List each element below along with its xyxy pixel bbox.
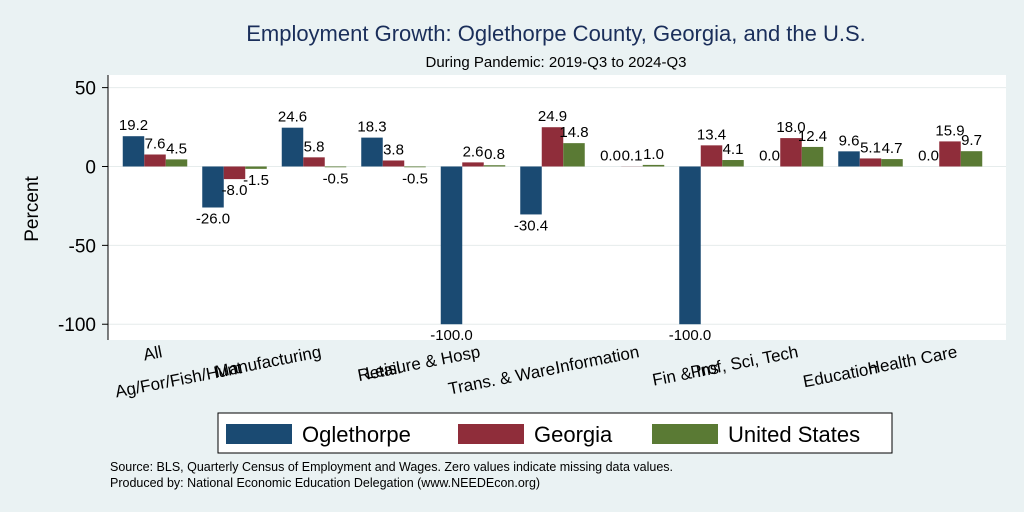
data-label: 0.0 [600,147,621,164]
data-label: 0.1 [622,147,643,164]
data-label: -0.5 [323,170,349,187]
data-label: -26.0 [196,211,230,228]
data-label: 3.8 [383,141,404,158]
data-label: 1.0 [643,146,664,163]
data-label: 9.6 [839,132,860,149]
data-label: -1.5 [243,172,269,189]
bars [122,127,983,325]
bar-united-states [404,166,426,168]
data-label: -100.0 [430,327,473,344]
chart-title: Employment Growth: Oglethorpe County, Ge… [246,21,866,46]
data-label: 12.4 [798,128,827,145]
data-label: 7.6 [145,136,166,153]
bar-oglethorpe [361,137,383,167]
data-label: -0.5 [402,170,428,187]
legend-swatch [458,424,524,444]
data-label: 24.6 [278,109,307,126]
legend-box [217,412,893,454]
bar-united-states [960,151,983,167]
bar-oglethorpe [202,166,224,208]
y-tick-label: 50 [75,79,96,100]
bar-georgia [462,162,484,167]
bar-united-states [642,164,665,167]
bar-georgia [541,127,564,167]
x-tick-label: Manufacturing [213,342,322,381]
chart-subtitle: During Pandemic: 2019-Q3 to 2024-Q3 [426,54,687,71]
bar-oglethorpe [520,166,542,215]
bar-united-states [563,143,585,167]
data-label: 14.8 [559,124,588,141]
bar-georgia [303,157,325,167]
bar-georgia [144,154,166,167]
data-label: 13.4 [697,126,726,143]
data-label: 18.0 [776,119,805,136]
y-tick-label: 0 [85,157,96,178]
bar-united-states [801,146,824,167]
data-label: 18.3 [357,119,386,136]
bar-united-states [324,166,347,168]
data-label: 24.9 [538,108,567,125]
bar-united-states [483,165,506,167]
bar-georgia [859,158,882,167]
bar-united-states [245,166,267,169]
x-tick-label: Prof, Sci, Tech [689,342,800,382]
legend-swatch [652,424,718,444]
legend-label: United States [728,422,860,447]
data-label: 15.9 [935,122,964,139]
data-label: 4.7 [882,140,903,157]
data-label: 0.0 [759,147,780,164]
data-label: -30.4 [514,217,548,234]
data-label: -100.0 [669,327,712,344]
y-axis: 50 0 -50 -100 [58,75,109,340]
source-note: Source: BLS, Quarterly Census of Employm… [110,460,673,474]
bar-georgia [223,166,246,180]
bar-united-states [165,159,188,167]
bar-oglethorpe [440,166,463,325]
x-tick-label: Information [554,342,641,377]
data-label: 19.2 [119,117,148,134]
bar-oglethorpe [122,136,145,167]
data-label: 4.5 [166,140,187,157]
y-tick-label: -50 [69,236,96,257]
data-label: -8.0 [222,182,248,199]
data-label: 4.1 [723,141,744,158]
y-axis-label: Percent [22,176,43,242]
data-labels: 19.2 7.6 4.5 -26.0 -8.0-1.5 24.6 5.8 -0.5 18.3 3.… [119,108,982,344]
bar-georgia [939,141,961,167]
data-label: 9.7 [961,132,982,149]
data-label: 0.0 [918,147,939,164]
data-label: 0.8 [484,146,505,163]
bar-georgia [780,138,802,167]
legend-swatch [226,424,292,444]
plot-area [108,75,1006,340]
data-label: 2.6 [463,143,484,160]
data-label: 5.8 [304,138,325,155]
bar-united-states [722,160,744,167]
bar-oglethorpe [679,166,701,325]
legend-label: Georgia [534,422,613,447]
x-tick-label: Health Care [866,342,959,378]
bar-oglethorpe [281,127,304,167]
bar-united-states [881,159,903,167]
x-tick-label: All [142,342,164,364]
bar-georgia [382,160,405,167]
bar-georgia [700,145,723,167]
producer-note: Produced by: National Economic Education… [110,476,540,490]
y-tick-label: -100 [58,315,96,336]
bar-oglethorpe [838,151,860,167]
data-label: 5.1 [860,139,881,156]
legend: Oglethorpe Georgia United States [217,412,893,454]
legend-label: Oglethorpe [302,422,411,447]
